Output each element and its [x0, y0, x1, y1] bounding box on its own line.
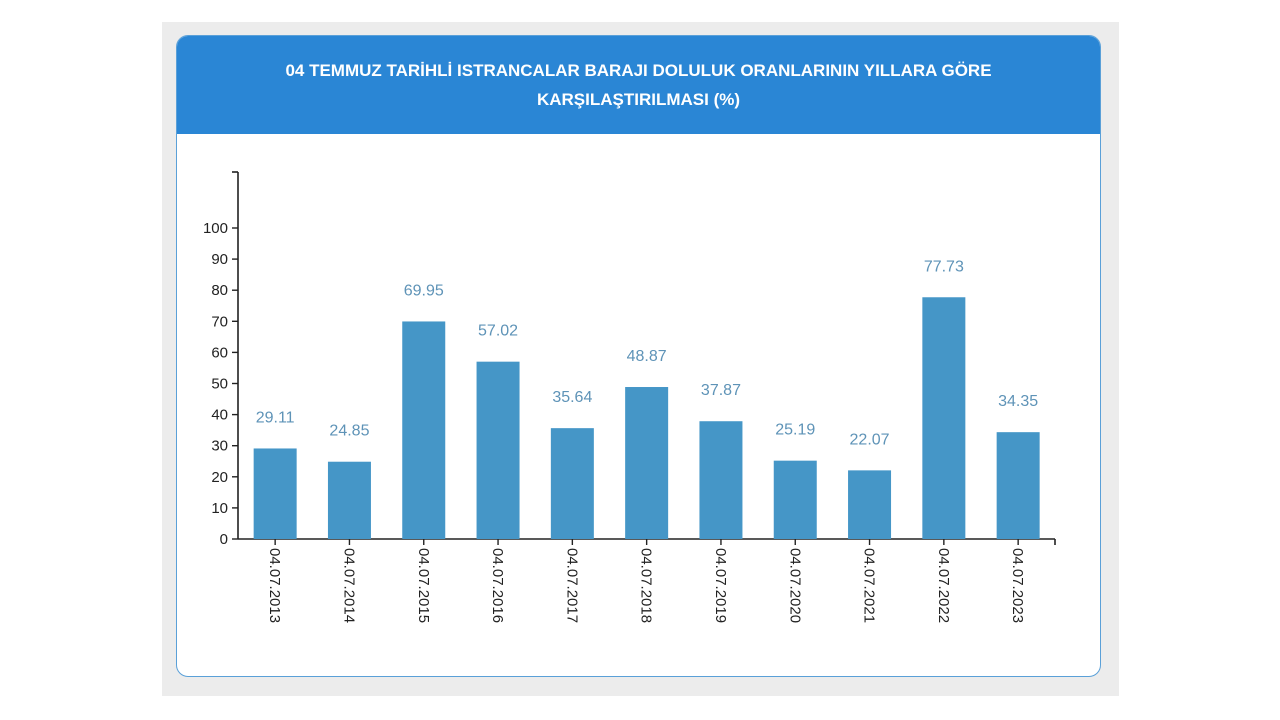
bar: [996, 432, 1040, 539]
bar: [922, 297, 966, 539]
bar-value-label: 57.02: [478, 323, 518, 340]
y-tick-label: 50: [211, 376, 228, 393]
bar-value-label: 29.11: [256, 409, 295, 426]
x-tick-label: 04.07.2017: [563, 548, 580, 623]
bar: [476, 361, 520, 539]
y-tick-label: 10: [211, 500, 228, 517]
bar: [327, 461, 371, 539]
y-tick-label: 40: [211, 407, 228, 424]
y-tick-label: 70: [211, 313, 228, 330]
y-tick-label: 20: [211, 469, 228, 486]
bar-value-label: 25.19: [775, 422, 815, 439]
x-tick-label: 04.07.2021: [861, 548, 878, 623]
bar-value-label: 48.87: [627, 348, 667, 365]
y-tick-label: 60: [211, 344, 228, 361]
bar-value-label: 37.87: [701, 382, 741, 399]
x-tick-label: 04.07.2013: [266, 548, 283, 623]
bar-value-label: 77.73: [924, 258, 964, 275]
x-tick-label: 04.07.2019: [712, 548, 729, 623]
bar-value-label: 35.64: [552, 389, 592, 406]
x-tick-label: 04.07.2022: [935, 548, 952, 623]
bar-value-label: 69.95: [404, 282, 444, 299]
bar: [699, 421, 743, 539]
x-tick-label: 04.07.2015: [415, 548, 432, 623]
bar-value-label: 22.07: [850, 431, 890, 448]
x-tick-label: 04.07.2018: [638, 548, 655, 623]
chart-header: 04 TEMMUZ TARİHLİ ISTRANCALAR BARAJI DOL…: [177, 36, 1100, 134]
chart-title: 04 TEMMUZ TARİHLİ ISTRANCALAR BARAJI DOL…: [285, 61, 992, 109]
bar-value-label: 34.35: [998, 393, 1038, 410]
y-tick-label: 80: [211, 282, 228, 299]
bar: [253, 448, 297, 539]
bar: [848, 470, 892, 539]
y-tick-label: 30: [211, 438, 228, 455]
bar: [550, 428, 594, 539]
bar: [625, 387, 669, 539]
y-tick-label: 0: [220, 531, 228, 548]
x-tick-label: 04.07.2014: [340, 548, 357, 623]
y-tick-label: 100: [203, 220, 228, 237]
y-tick-label: 90: [211, 251, 228, 268]
x-tick-label: 04.07.2020: [786, 548, 803, 623]
bar-value-label: 24.85: [329, 423, 369, 440]
bar: [773, 460, 817, 539]
x-tick-label: 04.07.2016: [489, 548, 506, 623]
bar: [402, 321, 446, 539]
x-tick-label: 04.07.2023: [1009, 548, 1026, 623]
